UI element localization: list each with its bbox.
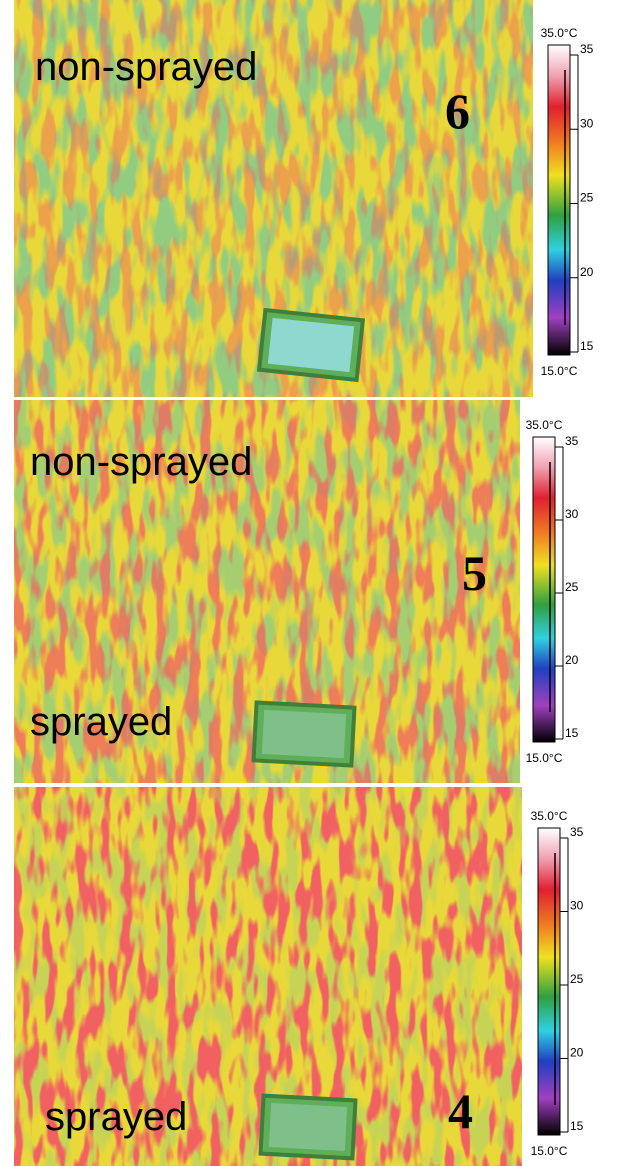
tick-label: 25 xyxy=(565,580,579,594)
tick-label: 20 xyxy=(565,653,579,667)
color-bar xyxy=(538,828,560,1135)
color-bar xyxy=(548,45,570,355)
scale-min: 15.0°C xyxy=(541,364,578,378)
scale-max: 35.0°C xyxy=(541,26,578,40)
tick-label: 20 xyxy=(580,265,594,279)
tick-label: 30 xyxy=(570,899,584,913)
tick-label: 30 xyxy=(580,116,594,130)
condition-label: non-sprayed xyxy=(35,45,257,89)
scale-min: 15.0°C xyxy=(531,1144,568,1158)
tick-label: 15 xyxy=(565,726,579,740)
scale-min: 15.0°C xyxy=(526,751,563,765)
thermal-panel: non-sprayed sprayed 5 35.0°C 15.0°C 35 30 25 20 1… xyxy=(14,400,579,783)
panel-number: 4 xyxy=(448,1083,473,1139)
tick-label: 25 xyxy=(570,972,584,986)
reference-card-face xyxy=(262,710,346,758)
tick-label: 35 xyxy=(580,42,594,56)
tick-label: 35 xyxy=(570,825,584,839)
reference-card-face xyxy=(269,1103,347,1151)
reference-card-face xyxy=(268,318,354,372)
panel-number: 5 xyxy=(462,545,487,601)
scale-max: 35.0°C xyxy=(531,809,568,823)
scale-max: 35.0°C xyxy=(526,418,563,432)
condition-label: non-sprayed xyxy=(30,440,252,484)
tick-label: 15 xyxy=(570,1119,584,1133)
condition-label: sprayed xyxy=(30,700,172,744)
tick-label: 25 xyxy=(580,191,594,205)
condition-label: sprayed xyxy=(45,1095,187,1139)
panel-number: 6 xyxy=(445,83,470,139)
color-bar xyxy=(533,437,555,742)
thermal-panel: sprayed 4 35.0°C 15.0°C 35 30 25 20 15 xyxy=(14,787,584,1166)
figure: non-sprayed635.0°C15.0°C3530252015non-sp… xyxy=(0,0,639,1166)
thermal-panel: non-sprayed 6 35.0°C 15.0°C 35 30 25 20 15 xyxy=(14,0,594,397)
tick-label: 35 xyxy=(565,434,579,448)
tick-label: 30 xyxy=(565,507,579,521)
tick-label: 20 xyxy=(570,1046,584,1060)
tick-label: 15 xyxy=(580,339,594,353)
